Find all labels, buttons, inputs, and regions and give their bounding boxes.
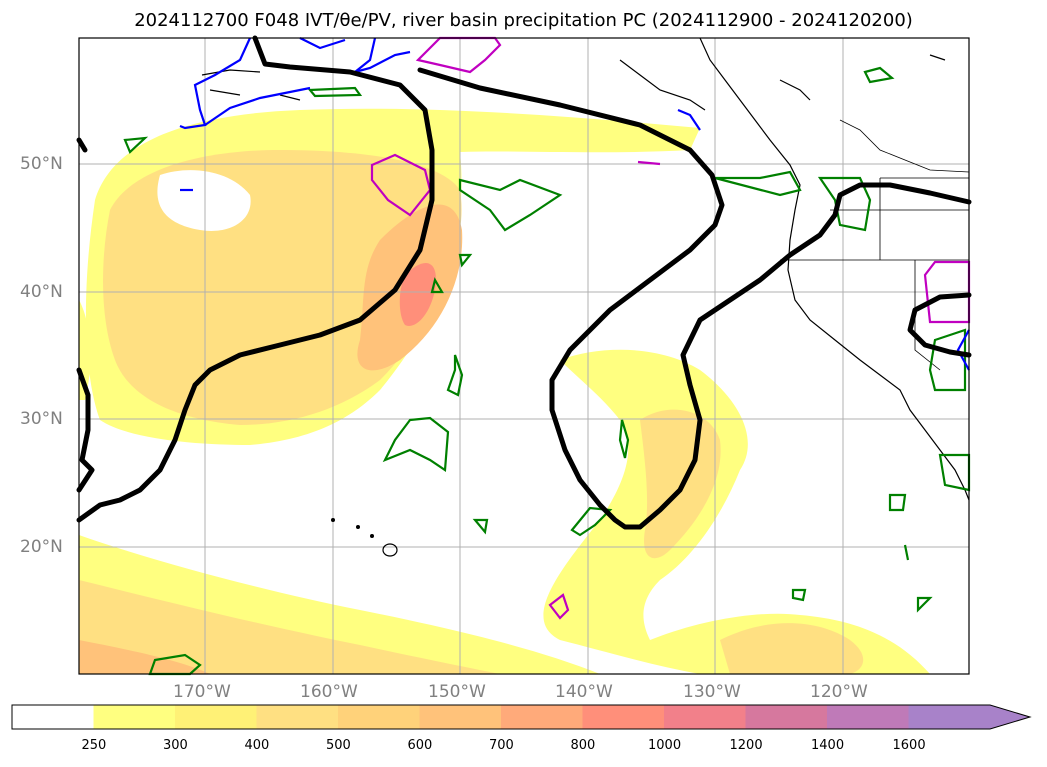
pv-magenta-contours — [370, 36, 971, 620]
map-frame — [78, 37, 970, 675]
lat-label-20n: 20°N — [20, 537, 63, 557]
pv-green-3 — [446, 354, 464, 397]
colorbar-tick-label-300: 300 — [163, 738, 188, 753]
colorbar-segment-1600 — [908, 705, 1030, 729]
theta-e-contour-nw-stub — [76, 137, 88, 153]
ivt-plume-east-light — [543, 349, 930, 674]
colorbar-tick-label-600: 600 — [407, 738, 433, 753]
pv-green-11 — [916, 596, 933, 613]
colorbar-tick-label-1400: 1400 — [811, 738, 845, 753]
pv-green-10 — [888, 493, 907, 512]
pv-green-17 — [472, 518, 489, 535]
pv-green-14 — [863, 66, 895, 84]
lat-label-40n: 40°N — [20, 282, 63, 302]
ivt-cutout-nw — [157, 170, 251, 231]
pv-green-15 — [123, 136, 149, 154]
lon-label-140w: 140°W — [555, 682, 613, 702]
colorbar-segment-1200 — [745, 705, 827, 729]
colorbar-tick-label-1600: 1600 — [892, 738, 926, 753]
pv-green-4 — [570, 506, 613, 537]
pv-blue-5 — [677, 108, 701, 131]
lat-label-30n: 30°N — [20, 409, 63, 429]
state-borders — [780, 177, 969, 371]
ivt-band-south-core — [79, 640, 210, 674]
pv-green-contours — [123, 66, 971, 676]
island-oahu — [356, 525, 360, 529]
colorbar-tick-label-1200: 1200 — [729, 738, 763, 753]
pv-blue-1 — [179, 37, 252, 130]
lat-label-50n: 50°N — [20, 154, 63, 174]
pv-green-1 — [458, 178, 563, 232]
colorbar-segment-250 — [93, 705, 175, 729]
pv-green-2 — [382, 416, 450, 472]
ivt-band-south-mid — [79, 580, 500, 674]
lon-label-120w: 120°W — [810, 682, 868, 702]
island-big-island — [382, 543, 398, 557]
theta-e-contour-west-edge — [76, 367, 95, 493]
theta-e-contours — [76, 35, 972, 530]
hawaii-islands — [331, 518, 398, 557]
hudson-coast — [779, 79, 811, 101]
pv-green-8 — [928, 328, 967, 392]
graticule — [79, 38, 969, 674]
pv-blue-4 — [299, 37, 346, 50]
colorbar-tick-label-400: 400 — [244, 738, 270, 753]
lon-label-170w: 170°W — [173, 682, 231, 702]
ivt-band-se-mid — [720, 623, 864, 674]
alaska-panhandle — [619, 59, 706, 111]
coast-west-america — [699, 37, 970, 501]
colorbar-segment-1000 — [664, 705, 746, 729]
theta-e-contour-southwest-us — [907, 292, 972, 358]
pv-green-7 — [817, 176, 872, 232]
colorbar-segment-1400 — [827, 705, 909, 729]
pv-magenta-1 — [370, 153, 432, 217]
colorbar-segment-700 — [501, 705, 583, 729]
colorbar-segment-800 — [582, 705, 664, 729]
pv-magenta-5 — [637, 160, 661, 166]
island-maui — [370, 534, 374, 538]
pv-green-12 — [791, 588, 807, 602]
lon-label-160w: 160°W — [300, 682, 358, 702]
colorbar-segment-400 — [256, 705, 338, 729]
pv-green-18 — [458, 253, 473, 268]
colorbar-segment-300 — [175, 705, 257, 729]
pv-green-6 — [714, 170, 802, 197]
pv-blue-contours — [179, 37, 970, 371]
pv-blue-6 — [956, 329, 970, 371]
colorbar-tick-label-800: 800 — [570, 738, 596, 753]
pv-green-13 — [148, 653, 202, 676]
colorbar-tick-label-250: 250 — [81, 738, 107, 753]
theta-e-contour-west — [76, 35, 435, 523]
colorbar — [11, 704, 1032, 730]
pv-blue-2 — [204, 86, 311, 126]
lon-label-150w: 150°W — [428, 682, 486, 702]
pv-green-16 — [307, 86, 363, 98]
colorbar-segment-600 — [419, 705, 501, 729]
aleutian-coast — [201, 69, 301, 101]
pv-blue-3 — [354, 37, 411, 74]
pv-green-19 — [430, 277, 444, 294]
map-title: 2024112700 F048 IVT/θe/PV, river basin p… — [134, 10, 913, 31]
colorbar-tick-label-1000: 1000 — [648, 738, 682, 753]
colorbar-segment-below — [12, 705, 94, 729]
ivt-max-north — [399, 263, 436, 326]
island-ne — [929, 54, 946, 61]
lon-label-130w: 130°W — [683, 682, 741, 702]
pv-magenta-3 — [548, 593, 570, 620]
canada-border — [839, 119, 970, 173]
island-kauai — [331, 518, 335, 522]
ivt-shading — [79, 108, 930, 674]
pv-green-20 — [903, 544, 910, 561]
colorbar-outline — [11, 704, 1032, 730]
colorbar-tick-label-700: 700 — [489, 738, 514, 753]
theta-e-contour-east — [417, 67, 972, 530]
pv-green-5 — [618, 419, 630, 459]
colorbar-tick-label-500: 500 — [326, 738, 351, 753]
colorbar-segment-500 — [338, 705, 420, 729]
coastline — [201, 37, 970, 501]
